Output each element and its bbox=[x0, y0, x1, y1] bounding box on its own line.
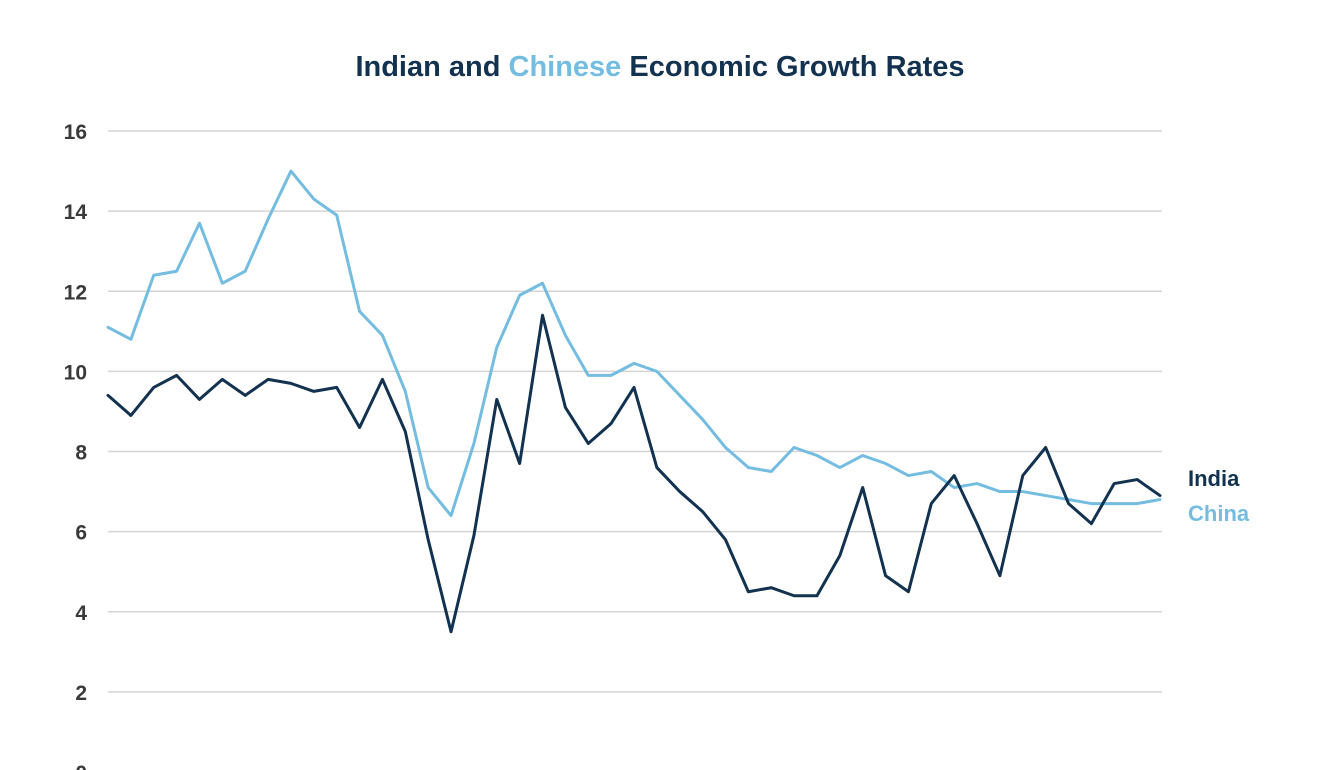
series-line-india bbox=[106, 313, 1162, 634]
legend-label-china: China bbox=[1188, 501, 1250, 526]
chart-title: Indian and Chinese Economic Growth Rates bbox=[355, 51, 964, 83]
y-tick-label-14: 14 bbox=[64, 201, 88, 224]
title-part-2: Economic Growth Rates bbox=[621, 51, 964, 83]
y-tick-label-12: 12 bbox=[64, 281, 87, 304]
y-tick-label-8: 8 bbox=[75, 442, 87, 465]
legend-label-india: India bbox=[1188, 466, 1240, 491]
y-tick-label-10: 10 bbox=[64, 361, 87, 384]
series-lines bbox=[106, 169, 1162, 634]
legend: India China bbox=[1188, 466, 1250, 526]
y-tick-label-0: 0 bbox=[75, 762, 87, 770]
y-tick-label-4: 4 bbox=[75, 602, 87, 625]
y-tick-label-2: 2 bbox=[75, 682, 87, 705]
title-part-1: Chinese bbox=[509, 51, 622, 83]
y-tick-label-6: 6 bbox=[75, 522, 87, 545]
grid bbox=[108, 130, 1162, 693]
y-tick-label-16: 16 bbox=[64, 121, 87, 144]
y-axis-tick-labels: 0 2 4 6 8 10 12 14 16 bbox=[64, 121, 88, 770]
title-part-0: Indian and bbox=[355, 51, 508, 83]
series-line-china bbox=[106, 169, 1162, 518]
